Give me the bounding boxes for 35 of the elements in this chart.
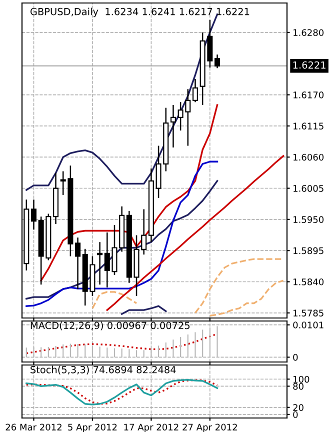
ref-line-label: 1.6221: [293, 61, 326, 69]
line-series: [40, 104, 218, 282]
y-tick-label: 0.0101: [293, 322, 324, 328]
line-series: [209, 280, 284, 317]
y-tick-label: 1.5785: [294, 310, 324, 316]
candlestick: [192, 78, 198, 103]
y-tick-label: 0: [293, 354, 298, 361]
x-tick-label: 5 Apr 2012: [68, 424, 117, 432]
candlestick: [30, 198, 36, 230]
y-tick-label: 100: [294, 376, 310, 383]
line-series: [26, 160, 218, 307]
y-tick-label: 20: [293, 404, 304, 411]
chart-title: Stoch(5,3,3) 74.6894 82.2484: [30, 366, 176, 374]
candlestick: [97, 241, 103, 286]
candlestick: [214, 54, 220, 69]
y-tick-label: 1.5840: [294, 278, 324, 286]
y-tick-label: 80: [293, 382, 304, 390]
x-tick-label: 26 Mar 2012: [6, 424, 62, 431]
y-tick-label: 1.5895: [294, 247, 324, 254]
y-tick-label: 1.6005: [294, 184, 324, 192]
chart-title: GBPUSD,Daily 1.6234 1.6241 1.6217 1.6221: [30, 8, 250, 18]
line-series: [106, 155, 284, 311]
x-tick-label: 17 Apr 2012: [124, 424, 178, 432]
y-tick-label: 1.5950: [294, 216, 324, 223]
y-tick-label: 1.6170: [294, 92, 324, 98]
x-tick-label: 27 Apr 2012: [182, 424, 237, 432]
y-tick-label: 1.6280: [294, 29, 324, 36]
y-tick-label: 1.6115: [294, 122, 324, 130]
line-series: [26, 180, 218, 300]
y-tick-label: 0: [293, 411, 298, 418]
line-series: [121, 305, 167, 315]
y-tick-label: 1.6060: [294, 154, 324, 161]
chart-title: MACD(12,26,9) 0.00967 0.00725: [30, 322, 190, 330]
candlestick: [75, 236, 81, 290]
candlestick: [170, 104, 176, 148]
